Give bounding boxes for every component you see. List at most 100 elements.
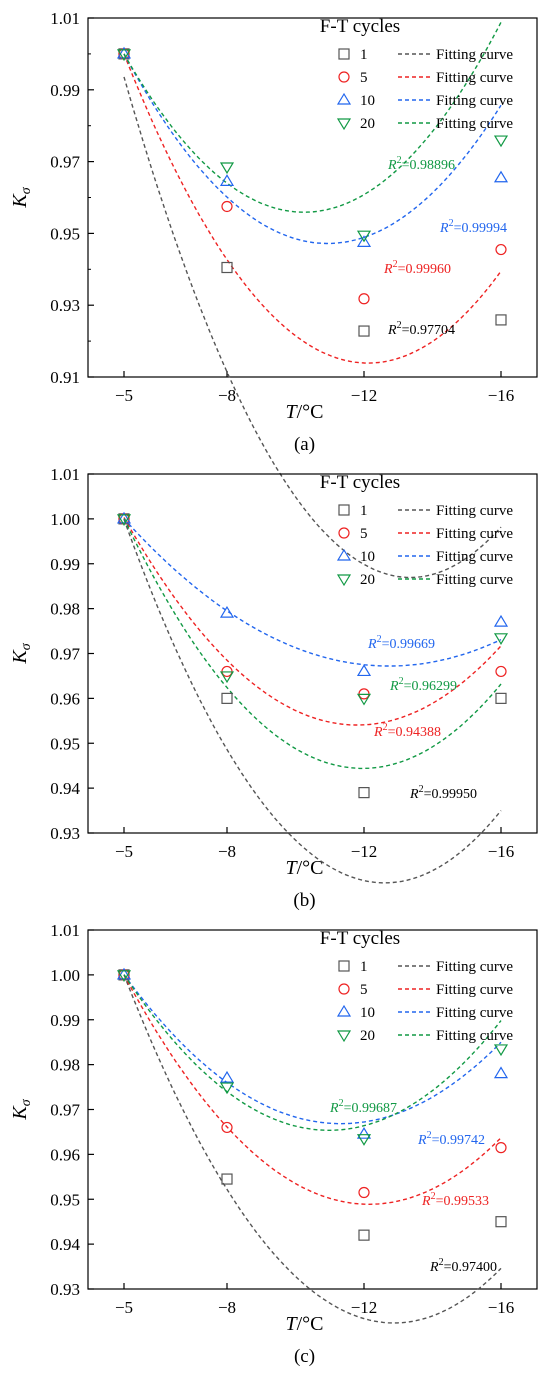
legend-series-label: 5 — [360, 982, 368, 998]
legend-title: F-T cycles — [320, 472, 400, 493]
y-axis-title: Kσ — [9, 186, 34, 208]
legend-fit-label: Fitting curve — [436, 116, 513, 132]
x-axis-title: T/°C — [285, 857, 323, 879]
y-axis-title: Kσ — [9, 642, 34, 664]
r2-label-5: R2=0.99533 — [421, 1191, 489, 1209]
r2-label-10: R2=0.99669 — [367, 634, 435, 652]
x-tick-label: −12 — [351, 1298, 378, 1317]
legend: F-T cycles 1 Fitting curve 5 Fitting curve 10… — [320, 472, 514, 588]
chart-panel-c: 0.93 0.94 0.95 0.96 0.97 0.98 0.99 1.00 1.01 −5 −8… — [9, 921, 538, 1367]
chart-panel-b: 0.93 0.94 0.95 0.96 0.97 0.98 0.99 1.00 1.01 −5 −8… — [9, 465, 538, 911]
data-point-1 — [495, 314, 507, 326]
fitting-curve-5 — [123, 517, 502, 726]
legend-series-label: 1 — [360, 503, 368, 519]
data-point-1 — [495, 1216, 507, 1228]
legend-marker-10 — [336, 548, 352, 561]
legend-fit-label: Fitting curve — [436, 982, 513, 998]
y-tick-label: 0.91 — [50, 368, 80, 387]
legend-fit-label: Fitting curve — [436, 503, 513, 519]
data-point-10 — [493, 170, 509, 183]
legend-marker-20 — [336, 574, 352, 587]
r2-label-5: R2=0.94388 — [373, 722, 441, 740]
y-tick-label: 0.96 — [50, 1145, 80, 1164]
legend-series-label: 20 — [360, 1028, 375, 1044]
legend-fit-label: Fitting curve — [436, 47, 513, 63]
data-point-20 — [493, 633, 509, 645]
data-point-10 — [356, 1127, 372, 1139]
data-point-1 — [358, 1229, 370, 1241]
x-tick-label: −12 — [351, 386, 378, 405]
data-point-10 — [219, 174, 235, 186]
legend-fit-label: Fitting curve — [436, 93, 513, 109]
fitting-curve-5 — [123, 974, 502, 1206]
y-tick-label: 0.99 — [50, 555, 80, 574]
r2-label-20: R2=0.96299 — [389, 676, 457, 694]
y-tick-label: 0.95 — [50, 224, 80, 243]
x-tick-label: −8 — [218, 842, 236, 861]
data-point-1 — [221, 692, 233, 704]
x-tick-label: −16 — [488, 386, 515, 405]
y-tick-label: 0.96 — [50, 689, 80, 708]
y-tick-label: 0.99 — [50, 1011, 80, 1030]
legend-fit-label: Fitting curve — [436, 1005, 513, 1021]
y-tick-label: 0.94 — [50, 1235, 80, 1254]
chart-panel-a: 0.91 0.93 0.95 0.97 0.99 1.01 −5 −8 −12 −16 T/°C Kσ… — [9, 9, 538, 579]
data-point-20 — [116, 514, 132, 527]
legend-fit-label: Fitting curve — [436, 1028, 513, 1044]
fitting-curve-1 — [123, 76, 502, 579]
data-point-5 — [221, 1121, 233, 1134]
panel-label: (b) — [293, 890, 315, 911]
data-point-5 — [358, 1186, 370, 1199]
data-point-10 — [219, 605, 235, 618]
r2-label-1: R2=0.97704 — [387, 320, 455, 338]
data-point-10 — [356, 235, 372, 247]
y-tick-label: 0.95 — [50, 734, 80, 753]
legend-marker-1 — [338, 960, 350, 972]
fitting-curve-5 — [123, 53, 502, 364]
data-point-10 — [116, 46, 132, 59]
legend-marker-1 — [338, 48, 350, 60]
x-axis-title: T/°C — [285, 1313, 323, 1335]
legend-series-label: 5 — [360, 70, 368, 86]
data-point-20 — [116, 49, 132, 62]
legend-marker-5 — [338, 983, 350, 995]
legend-series-label: 5 — [360, 526, 368, 542]
legend-series-label: 10 — [360, 93, 375, 109]
r2-label-10: R2=0.99742 — [417, 1130, 485, 1148]
fitting-curve-10 — [123, 518, 502, 667]
y-tick-label: 0.95 — [50, 1190, 80, 1209]
data-point-20 — [356, 230, 372, 243]
fitting-curve-20 — [123, 21, 502, 213]
legend-series-label: 20 — [360, 572, 375, 588]
data-point-5 — [221, 200, 233, 213]
legend-series-label: 20 — [360, 116, 375, 132]
fitting-curve-20 — [123, 518, 502, 770]
legend-marker-20 — [336, 118, 352, 131]
y-tick-label: 1.01 — [50, 921, 80, 940]
x-tick-label: −5 — [115, 842, 133, 861]
x-tick-label: −5 — [115, 1298, 133, 1317]
data-point-5 — [495, 1142, 507, 1154]
y-tick-label: 0.94 — [50, 779, 80, 798]
y-tick-label: 0.98 — [50, 1056, 80, 1075]
data-point-10 — [116, 511, 132, 524]
y-axis-title: Kσ — [9, 1098, 34, 1120]
data-point-5 — [495, 665, 507, 678]
x-tick-label: −8 — [218, 1298, 236, 1317]
data-point-1 — [495, 692, 507, 704]
legend-marker-10 — [336, 1004, 352, 1017]
fitting-curve-20 — [123, 974, 502, 1131]
data-point-20 — [116, 970, 132, 983]
x-tick-label: −8 — [218, 386, 236, 405]
y-tick-label: 0.97 — [50, 1101, 80, 1120]
legend-fit-label: Fitting curve — [436, 70, 513, 86]
legend-series-label: 10 — [360, 549, 375, 565]
data-point-20 — [356, 1134, 372, 1146]
legend-fit-label: Fitting curve — [436, 959, 513, 975]
r2-label-1: R2=0.97400 — [429, 1257, 497, 1275]
legend-marker-5 — [338, 527, 350, 539]
legend-marker-5 — [338, 71, 350, 83]
data-point-20 — [219, 162, 235, 175]
r2-label-20: R2=0.98896 — [387, 155, 455, 173]
